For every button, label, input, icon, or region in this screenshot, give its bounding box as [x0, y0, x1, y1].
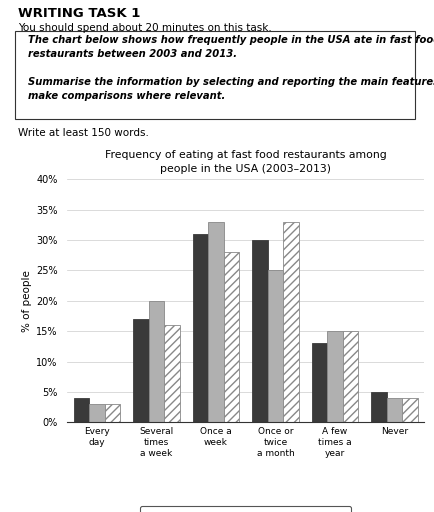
Bar [192, 234, 208, 422]
Bar [164, 325, 179, 422]
Bar [74, 398, 89, 422]
Bar [133, 319, 148, 422]
Bar [105, 404, 120, 422]
Y-axis label: % of people: % of people [22, 270, 32, 332]
Bar [283, 222, 298, 422]
Bar [386, 398, 401, 422]
Bar [223, 252, 239, 422]
FancyBboxPatch shape [15, 31, 414, 119]
Bar [342, 331, 357, 422]
Bar [252, 240, 267, 422]
Bar [267, 270, 283, 422]
Text: You should spend about 20 minutes on this task.: You should spend about 20 minutes on thi… [18, 23, 271, 33]
Bar [208, 222, 223, 422]
Bar [311, 344, 326, 422]
Legend: 2003, 2006, 2013: 2003, 2006, 2013 [140, 506, 351, 512]
Text: Write at least 150 words.: Write at least 150 words. [18, 128, 148, 138]
Bar [401, 398, 417, 422]
Text: The chart below shows how frequently people in the USA ate in fast food
restaura: The chart below shows how frequently peo… [28, 35, 434, 101]
Bar [326, 331, 342, 422]
Text: WRITING TASK 1: WRITING TASK 1 [18, 7, 140, 20]
Bar [148, 301, 164, 422]
Bar [370, 392, 386, 422]
Bar [89, 404, 105, 422]
Title: Frequency of eating at fast food restaurants among
people in the USA (2003–2013): Frequency of eating at fast food restaur… [105, 150, 386, 174]
